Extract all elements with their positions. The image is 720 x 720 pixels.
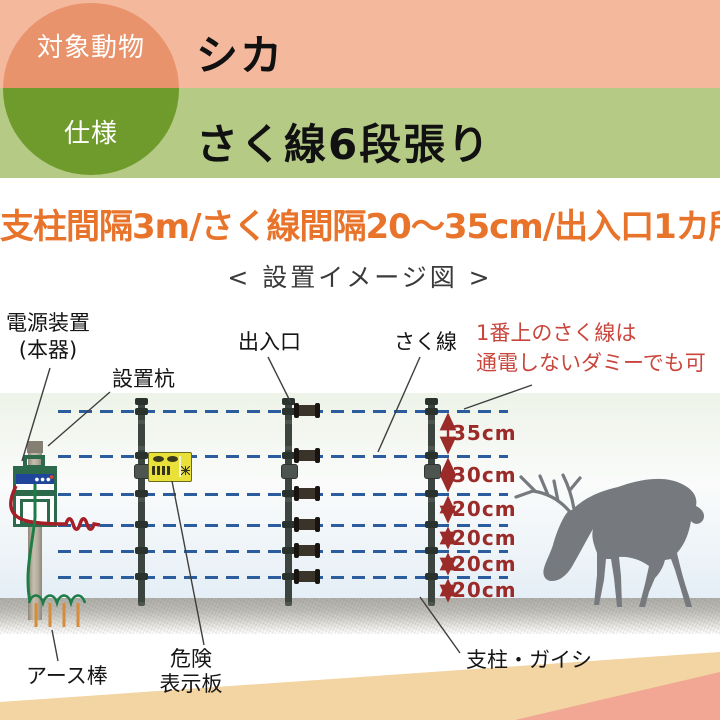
insulator-clip <box>425 521 438 528</box>
fence-post-1 <box>134 398 151 606</box>
insulator-clip <box>135 408 148 415</box>
fence-post-3 <box>424 398 441 606</box>
gate-handle <box>294 486 320 501</box>
gate-handle <box>294 569 320 584</box>
note-line1: 1番上のさく線は <box>476 321 637 345</box>
insulator-clip <box>282 490 295 497</box>
note-top-wire: 1番上のさく線は 通電しないダミーでも可 <box>476 318 706 378</box>
label-danger-line1: 危険 <box>170 647 212 671</box>
sign-text-marks <box>152 466 170 475</box>
measurement-label: 30cm <box>452 463 517 487</box>
insulator-clip <box>135 490 148 497</box>
target-animal-value: シカ <box>196 31 285 80</box>
ground-strip <box>0 598 720 634</box>
device-mid-bar <box>16 490 54 496</box>
spec-value: さく線6段張り <box>196 120 492 169</box>
insulator-clip <box>425 490 438 497</box>
insulator-clip <box>135 398 148 405</box>
insulator-clip <box>425 452 438 459</box>
label-power-device-line1: 電源装置 <box>6 311 90 335</box>
fence-post-gate <box>281 398 298 606</box>
measurement-label: 20cm <box>452 526 517 550</box>
insulator-clip <box>282 547 295 554</box>
gate-handle <box>294 403 320 418</box>
label-power-device-line2: (本器) <box>18 338 78 362</box>
insulator-clip <box>425 408 438 415</box>
sign-mark <box>167 456 178 462</box>
label-fence-wire: さく線 <box>394 330 457 354</box>
label-stake: 設置杭 <box>112 367 175 391</box>
label-gate: 出入口 <box>238 330 301 354</box>
sign-mark <box>153 456 164 462</box>
mounting-stake-cap <box>27 441 43 453</box>
insulator-clip <box>135 573 148 580</box>
measurement-label: 20cm <box>452 497 517 521</box>
insulator-clip <box>425 547 438 554</box>
post-coupler <box>424 464 441 479</box>
measurement-label: 20cm <box>452 552 517 576</box>
insulator-clip <box>282 573 295 580</box>
insulator-clip <box>282 452 295 459</box>
insulator-clip <box>425 398 438 405</box>
device-display <box>16 474 54 484</box>
label-danger-sign: 危険 表示板 <box>148 647 234 697</box>
insulator-clip <box>282 521 295 528</box>
danger-sign <box>148 452 192 482</box>
sign-divider <box>179 456 181 477</box>
gate-handle <box>294 543 320 558</box>
leader-ground-rod <box>51 629 59 662</box>
insulator-clip <box>425 573 438 580</box>
insulator-clip <box>135 521 148 528</box>
spark-icon <box>181 466 190 475</box>
measurement-label: 20cm <box>452 578 517 602</box>
gate-handle <box>294 517 320 532</box>
spec-summary: 支柱間隔3m/さく線間隔20〜35cm/出入口1カ所 <box>0 207 720 247</box>
label-ground-rod: アース棒 <box>26 664 108 688</box>
device-window <box>20 499 50 525</box>
note-line2: 通電しないダミーでも可 <box>476 351 706 375</box>
label-danger-line2: 表示板 <box>159 672 223 696</box>
gate-handle <box>294 448 320 463</box>
measurement-label: 35cm <box>452 421 517 445</box>
insulator-clip <box>282 408 295 415</box>
header-badge-circle: 対象動物 仕様 <box>3 3 179 175</box>
post-coupler <box>281 464 298 479</box>
label-power-device: 電源装置 (本器) <box>2 310 94 364</box>
insulator-clip <box>135 547 148 554</box>
diagram-title: < 設置イメージ図 > <box>227 263 493 292</box>
insulator-clip <box>135 452 148 459</box>
power-device <box>13 466 57 527</box>
device-top-bar <box>16 469 54 474</box>
label-post-insulator: 支柱・ガイシ <box>466 648 592 672</box>
